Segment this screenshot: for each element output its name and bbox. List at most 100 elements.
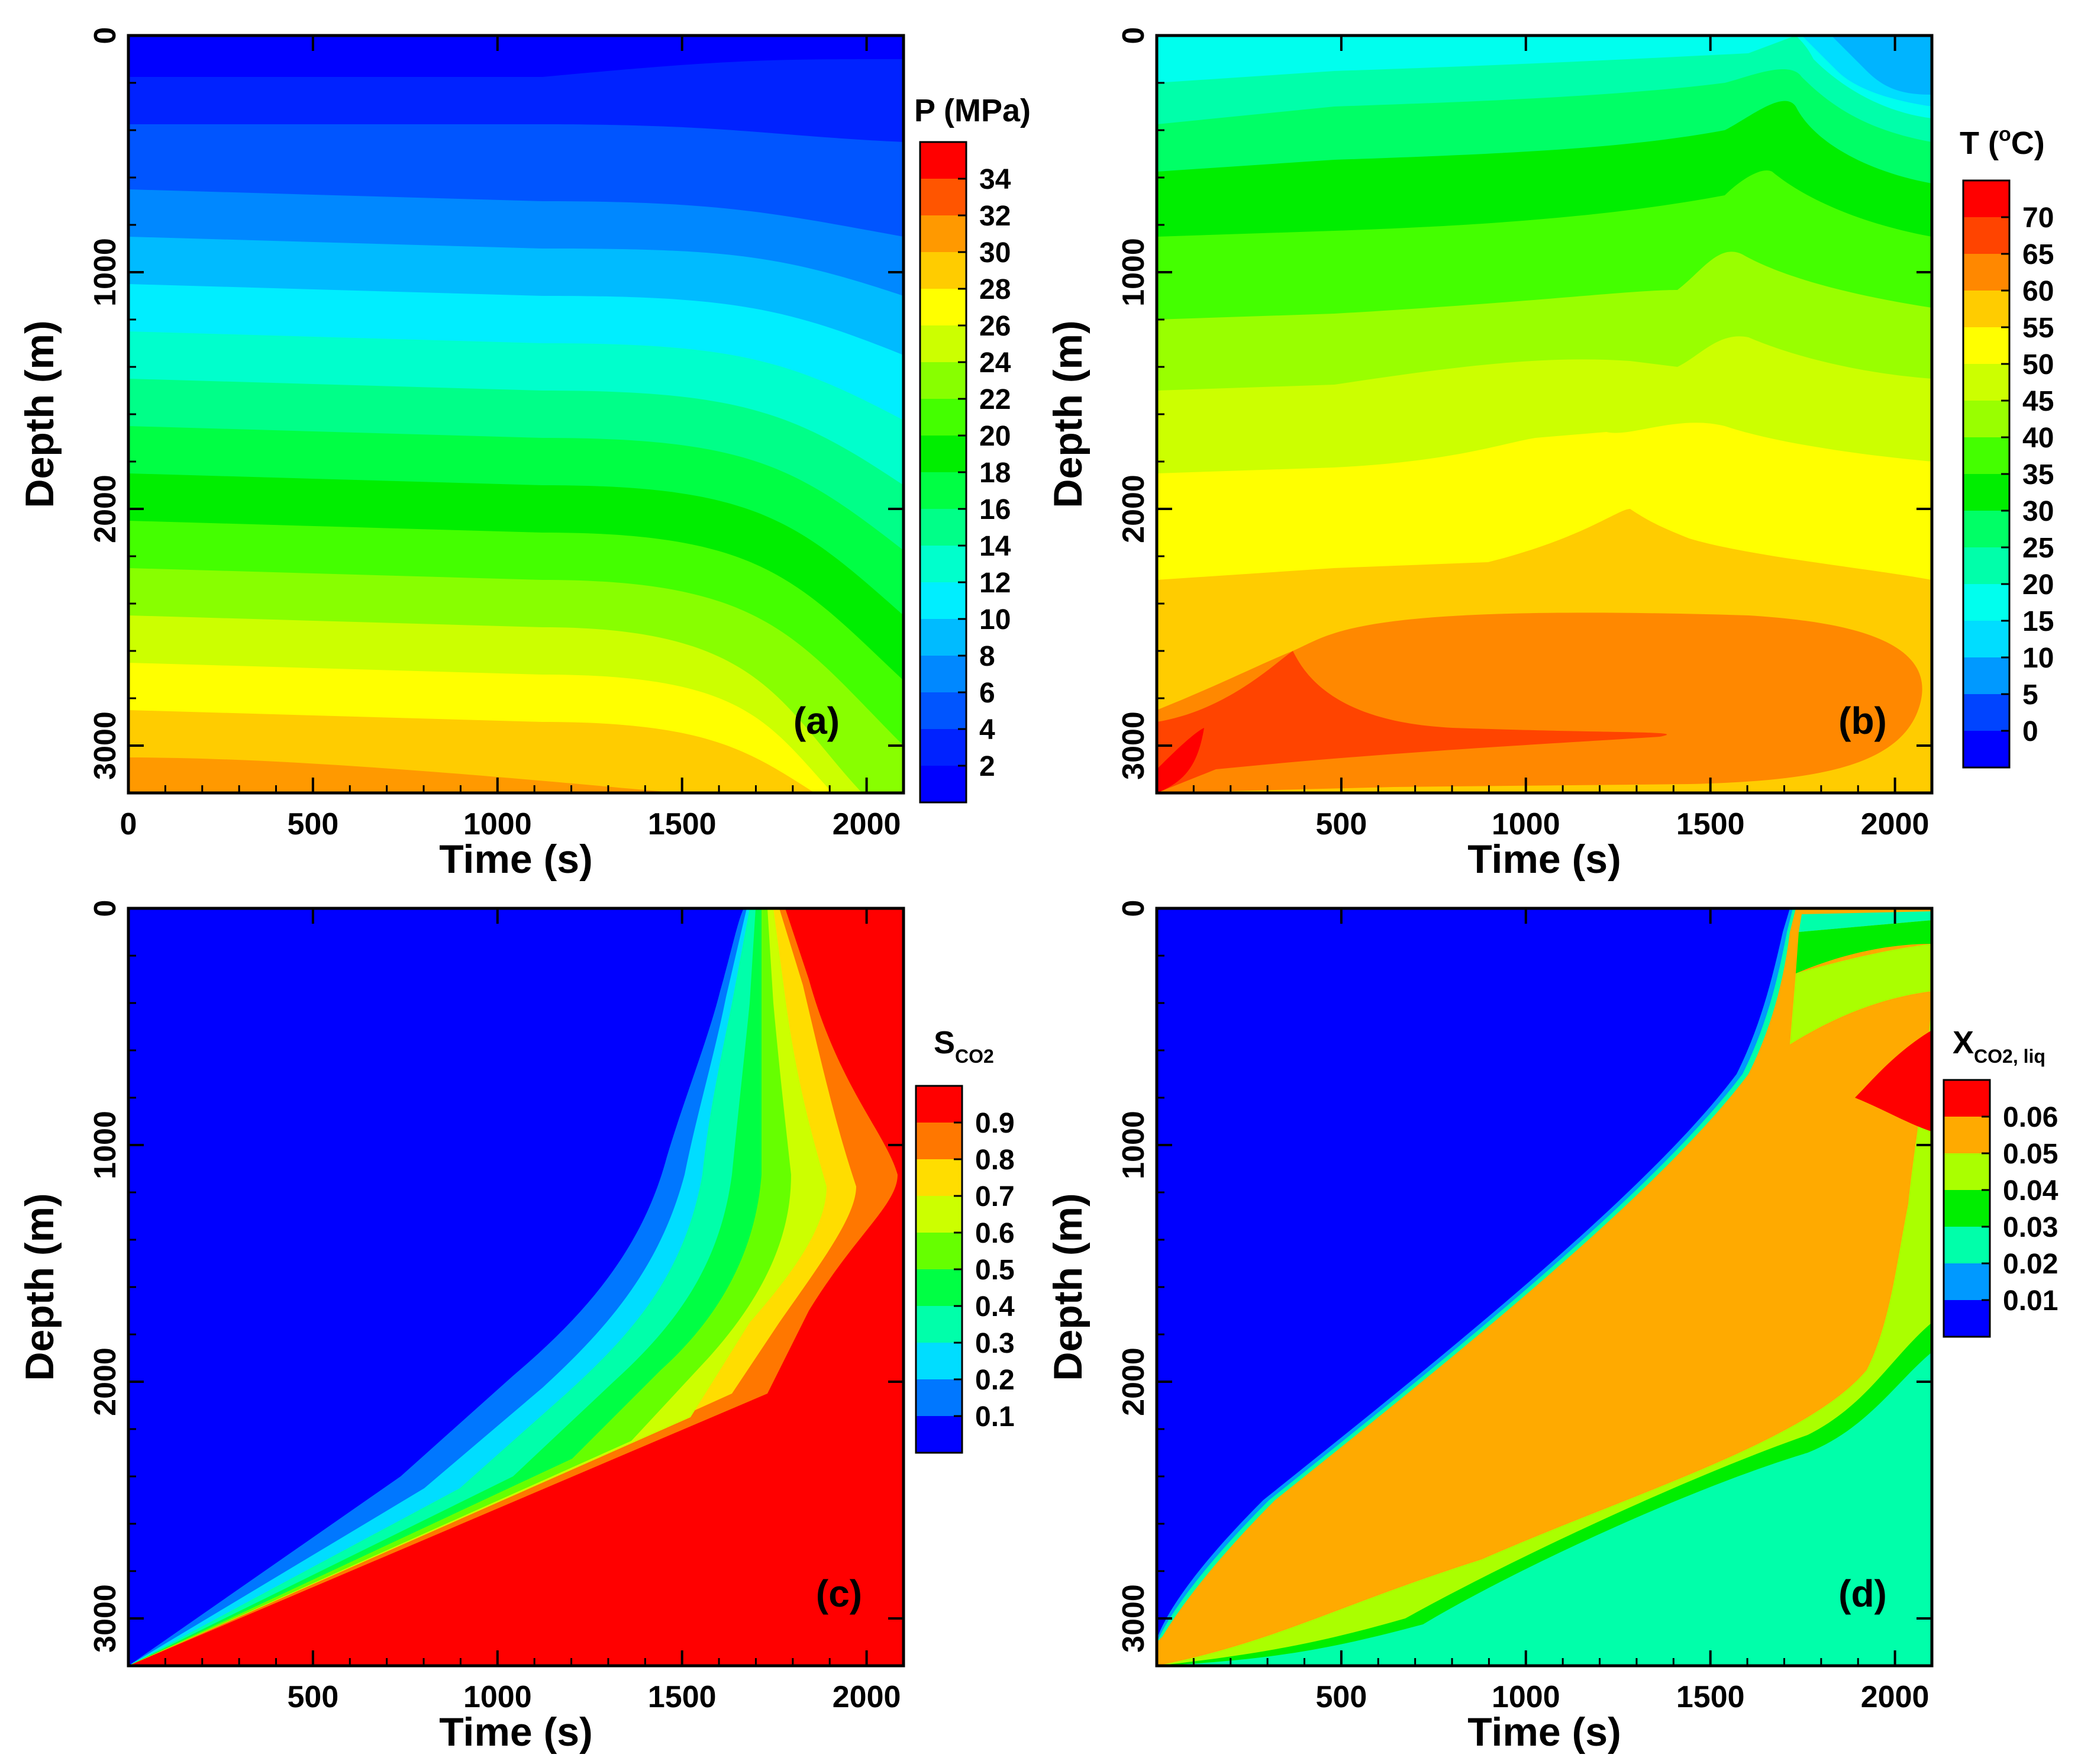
panel-a-legend-label: 18 bbox=[979, 457, 1011, 489]
panel-d-ylabel: Depth (m) bbox=[1046, 1193, 1090, 1381]
panel-a-legend-label: 32 bbox=[979, 201, 1011, 232]
panel-a-legend-label: 8 bbox=[979, 641, 995, 672]
panel-b-legend-swatch bbox=[1963, 327, 2009, 364]
panel-a-tag: (a) bbox=[793, 699, 840, 742]
panel-b-legend-label: 25 bbox=[2022, 533, 2054, 564]
panel-a-legend-swatch bbox=[920, 619, 966, 656]
panel-a-ytick-label: 1000 bbox=[88, 238, 122, 307]
panel-c-legend-label: 0.5 bbox=[975, 1255, 1015, 1286]
panel-a-legend-label: 12 bbox=[979, 567, 1011, 599]
panel-b-legend-label: 0 bbox=[2022, 716, 2038, 747]
panel-b-legend-swatch bbox=[1963, 731, 2009, 767]
panel-a-xtick-label: 1000 bbox=[463, 807, 532, 841]
panel-b-tag: (b) bbox=[1838, 699, 1887, 742]
panel-b-xtick-label: 1000 bbox=[1492, 807, 1560, 841]
panel-c-plot-area bbox=[128, 908, 904, 1666]
panel-b-legend-swatch bbox=[1963, 511, 2009, 547]
panel-a-legend-label: 6 bbox=[979, 678, 995, 709]
panel-a-legend-swatch bbox=[920, 509, 966, 546]
panel-c-legend-label: 0.9 bbox=[975, 1108, 1015, 1139]
panel-c-tag: (c) bbox=[816, 1572, 862, 1615]
panel-c-ylabel: Depth (m) bbox=[17, 1193, 62, 1381]
panel-b-legend-swatch bbox=[1963, 694, 2009, 731]
panel-a: 0 500 1000 1500 2000 0 1000 2000 3000 (a) Time (… bbox=[17, 27, 1031, 882]
panel-d-legend-label: 0.05 bbox=[2003, 1139, 2058, 1170]
panel-b-contour-bands bbox=[1157, 36, 1932, 793]
panel-a-xtick-label: 1500 bbox=[648, 807, 717, 841]
panel-b-legend-title: T (oC) bbox=[1960, 123, 2045, 161]
panel-a-legend-swatch bbox=[920, 436, 966, 472]
panel-a-legend-swatch bbox=[920, 215, 966, 252]
panel-b-legend-title-sup: o bbox=[1999, 123, 2011, 146]
panel-b-legend: 0 5 10 15 20 25 30 35 40 45 50 55 60 65 70 bbox=[1962, 179, 2054, 769]
panel-b-ytick-label: 1000 bbox=[1117, 238, 1151, 307]
panel-a-legend-swatch bbox=[920, 252, 966, 289]
panel-b-legend-swatch bbox=[1963, 621, 2009, 657]
panel-d-legend-swatch bbox=[1944, 1300, 1990, 1337]
panel-a-legend-label: 4 bbox=[979, 714, 995, 746]
panel-b-ytick-label: 2000 bbox=[1117, 475, 1151, 543]
panel-c-legend-swatch bbox=[916, 1306, 962, 1343]
panel-c-legend-label: 0.3 bbox=[975, 1328, 1015, 1359]
panel-c-contour-bands bbox=[128, 908, 898, 1666]
panel-c-legend-swatch bbox=[916, 1123, 962, 1159]
panel-a-legend-swatch bbox=[920, 179, 966, 215]
panel-a-legend-label: 24 bbox=[979, 347, 1011, 379]
panel-d-ytick-label: 3000 bbox=[1117, 1584, 1151, 1653]
panel-c-legend-label: 0.1 bbox=[975, 1401, 1015, 1433]
panel-d-legend-label: 0.03 bbox=[2003, 1212, 2058, 1243]
panel-b-legend-label: 35 bbox=[2022, 459, 2054, 491]
panel-b-ylabel: Depth (m) bbox=[1046, 320, 1090, 508]
panel-c-legend-label: 0.8 bbox=[975, 1144, 1015, 1176]
panel-b-legend-swatch bbox=[1963, 401, 2009, 437]
panel-a-xtick-label: 0 bbox=[120, 807, 137, 841]
panel-c-ytick-label: 1000 bbox=[88, 1111, 122, 1179]
panel-a-ytick-label: 3000 bbox=[88, 711, 122, 780]
panel-b-legend-label: 55 bbox=[2022, 312, 2054, 344]
panel-c-xlabel: Time (s) bbox=[439, 1710, 592, 1755]
panel-c-ytick-label: 2000 bbox=[88, 1347, 122, 1416]
panel-d-legend-label: 0.06 bbox=[2003, 1102, 2058, 1133]
panel-c-xtick-label: 1000 bbox=[463, 1680, 532, 1714]
panel-d-legend-swatch bbox=[1944, 1153, 1990, 1190]
panel-b-ytick-label: 3000 bbox=[1117, 711, 1151, 780]
panel-c-legend-swatch bbox=[916, 1379, 962, 1416]
panel-d-ytick-label: 0 bbox=[1117, 900, 1151, 917]
panel-d-ytick-label: 1000 bbox=[1117, 1111, 1151, 1179]
panel-b-plot-area bbox=[1157, 36, 1932, 793]
panel-d-legend-frame bbox=[1943, 1079, 1991, 1338]
panel-b-legend-label: 65 bbox=[2022, 239, 2054, 270]
panel-c: 500 1000 1500 2000 0 1000 2000 3000 (c) Time (s… bbox=[17, 900, 1015, 1755]
panel-b-xlabel: Time (s) bbox=[1467, 837, 1621, 882]
panel-c-legend-swatch bbox=[916, 1086, 962, 1123]
panel-a-legend-swatch bbox=[920, 325, 966, 362]
panel-b-legend-swatch bbox=[1963, 254, 2009, 291]
panel-a-legend-label: 16 bbox=[979, 494, 1011, 525]
panel-a-legend-swatch bbox=[920, 399, 966, 436]
panel-b-axes: 500 1000 1500 2000 0 1000 2000 3000 bbox=[1117, 27, 1932, 841]
panel-b-legend-label: 30 bbox=[2022, 496, 2054, 527]
panel-a-legend-label: 22 bbox=[979, 384, 1011, 415]
panel-a-legend-swatch bbox=[920, 692, 966, 729]
panel-c-legend-label: 0.4 bbox=[975, 1291, 1015, 1323]
panel-d-xtick-label: 2000 bbox=[1861, 1680, 1930, 1714]
panel-a-ytick-label: 0 bbox=[88, 27, 122, 44]
panel-d-xtick-label: 1000 bbox=[1492, 1680, 1560, 1714]
panel-a-legend-label: 28 bbox=[979, 274, 1011, 305]
panel-d-legend-swatch bbox=[1944, 1080, 1990, 1117]
panel-c-legend-label: 0.6 bbox=[975, 1218, 1015, 1249]
panel-b-legend-label: 50 bbox=[2022, 349, 2054, 380]
panel-a-legend-swatch bbox=[920, 142, 966, 179]
panel-d-legend-label: 0.02 bbox=[2003, 1249, 2058, 1280]
panel-a-legend-label: 20 bbox=[979, 421, 1011, 452]
panel-a-ytick-label: 2000 bbox=[88, 475, 122, 543]
panel-b-legend-label: 15 bbox=[2022, 606, 2054, 637]
panel-b-legend-swatch bbox=[1963, 657, 2009, 694]
panel-a-legend-swatch bbox=[920, 472, 966, 509]
panel-a-legend-swatch bbox=[920, 289, 966, 325]
panel-d-legend-swatch bbox=[1944, 1263, 1990, 1300]
panel-d-axes: 500 1000 1500 2000 0 1000 2000 3000 bbox=[1117, 900, 1932, 1714]
